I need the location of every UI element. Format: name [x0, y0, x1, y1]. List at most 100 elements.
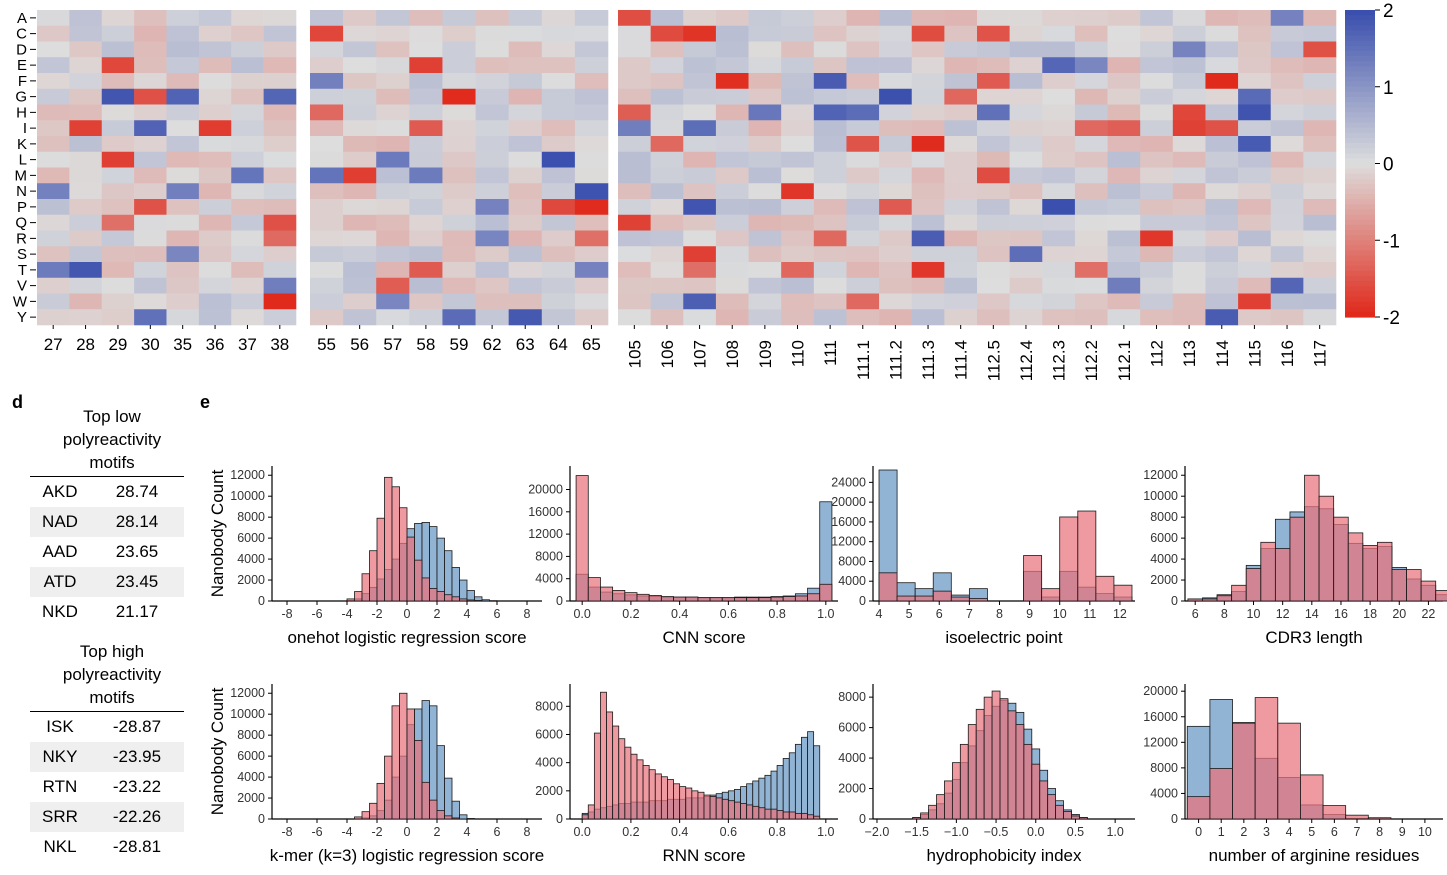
heat-cell: [442, 57, 476, 74]
heat-cell: [781, 277, 815, 294]
heat-cell: [650, 88, 684, 105]
heat-cell: [650, 230, 684, 247]
row-label: Y: [17, 309, 27, 326]
heat-cell: [166, 104, 200, 121]
heat-cell: [781, 214, 815, 231]
heat-cell: [101, 309, 135, 326]
heat-cell: [1303, 309, 1337, 326]
heat-cell: [944, 88, 978, 105]
heat-cell: [879, 230, 913, 247]
y-tick-label: 8000: [237, 510, 265, 524]
heat-cell: [1140, 199, 1174, 216]
bar-red: [752, 805, 760, 820]
heat-cell: [1009, 25, 1043, 42]
heat-cell: [541, 199, 576, 216]
heat-cell: [879, 10, 913, 27]
heat-cell: [683, 151, 717, 168]
heat-cell: [1042, 88, 1076, 105]
bar-red: [1231, 584, 1247, 602]
row-label: F: [18, 73, 27, 90]
heat-cell: [166, 88, 200, 105]
motif-value: 28.14: [115, 512, 159, 531]
heat-cell: [748, 199, 782, 216]
heat-cell: [1042, 309, 1076, 326]
heat-cell: [1303, 214, 1337, 231]
colorbar-segment: [1345, 281, 1375, 287]
x-tick-label: 6: [494, 607, 501, 621]
heat-cell: [911, 262, 945, 279]
bar-red: [587, 577, 601, 602]
y-tick-label: 4000: [535, 572, 563, 586]
heat-cell: [198, 214, 232, 231]
bar-red: [914, 595, 934, 602]
heat-cell: [343, 88, 377, 105]
heat-cell: [1140, 309, 1174, 326]
x-tick-label: 6: [936, 607, 943, 621]
heat-cell: [650, 10, 684, 27]
colorbar-segment: [1345, 204, 1375, 211]
heat-cell: [376, 151, 410, 168]
heat-cell: [977, 262, 1010, 279]
heat-cell: [508, 230, 543, 247]
heat-cell: [508, 309, 543, 326]
bar-red: [667, 779, 674, 820]
heat-cell: [781, 73, 815, 90]
heat-cell: [263, 120, 297, 137]
bar-red: [624, 592, 638, 602]
bar-red: [1300, 774, 1324, 820]
heat-cell: [618, 214, 651, 231]
x-tick-label: 3: [1263, 825, 1270, 839]
heat-cell: [101, 104, 135, 121]
bar-blue: [489, 600, 498, 602]
heat-cell: [1140, 183, 1174, 200]
x-tick-label: 1: [1218, 825, 1225, 839]
heat-cell: [748, 88, 782, 105]
heat-cell: [198, 136, 232, 153]
heat-cell: [977, 199, 1010, 216]
heat-cell: [1140, 88, 1174, 105]
heat-cell: [37, 277, 70, 294]
heat-cell: [1140, 167, 1174, 184]
colorbar-segment: [1345, 178, 1375, 185]
heat-cell: [1009, 167, 1043, 184]
heat-cell: [198, 151, 232, 168]
heat-cell: [1238, 136, 1272, 153]
heat-cell: [618, 104, 651, 121]
colorbar-segment: [1345, 25, 1375, 32]
heat-cell: [37, 246, 70, 263]
heat-cell: [409, 309, 443, 326]
heat-cell: [409, 10, 443, 27]
heat-cell: [37, 25, 70, 42]
heat-cell: [166, 120, 200, 137]
heat-cell: [813, 104, 847, 121]
heat-cell: [508, 136, 543, 153]
heat-cell: [409, 199, 443, 216]
heat-cell: [231, 262, 264, 279]
column-label: 111: [821, 340, 840, 366]
colorbar-segment: [1345, 235, 1375, 241]
heat-cell: [376, 199, 410, 216]
bar-red: [1047, 794, 1057, 820]
heat-cell: [1205, 120, 1239, 137]
x-tick-label: 9: [1026, 607, 1033, 621]
heat-cell: [231, 167, 264, 184]
y-tick-label: 8000: [535, 699, 563, 713]
heat-cell: [846, 73, 880, 90]
heat-cell: [715, 309, 749, 326]
bar-red: [1186, 796, 1211, 820]
heat-cell: [263, 88, 297, 105]
y-tick-label: 4000: [237, 552, 265, 566]
heat-cell: [37, 73, 70, 90]
heat-cell: [683, 88, 717, 105]
colorbar-segment: [1345, 189, 1375, 195]
heat-cell: [781, 10, 815, 27]
heat-cell: [134, 73, 167, 90]
heat-cell: [781, 309, 815, 326]
heat-cell: [1270, 167, 1304, 184]
column-label: 58: [416, 335, 435, 354]
motif-value: -23.22: [112, 777, 162, 796]
heat-cell: [574, 309, 609, 326]
heat-cell: [944, 230, 978, 247]
heat-cell: [198, 10, 232, 27]
row-label: M: [15, 167, 28, 184]
